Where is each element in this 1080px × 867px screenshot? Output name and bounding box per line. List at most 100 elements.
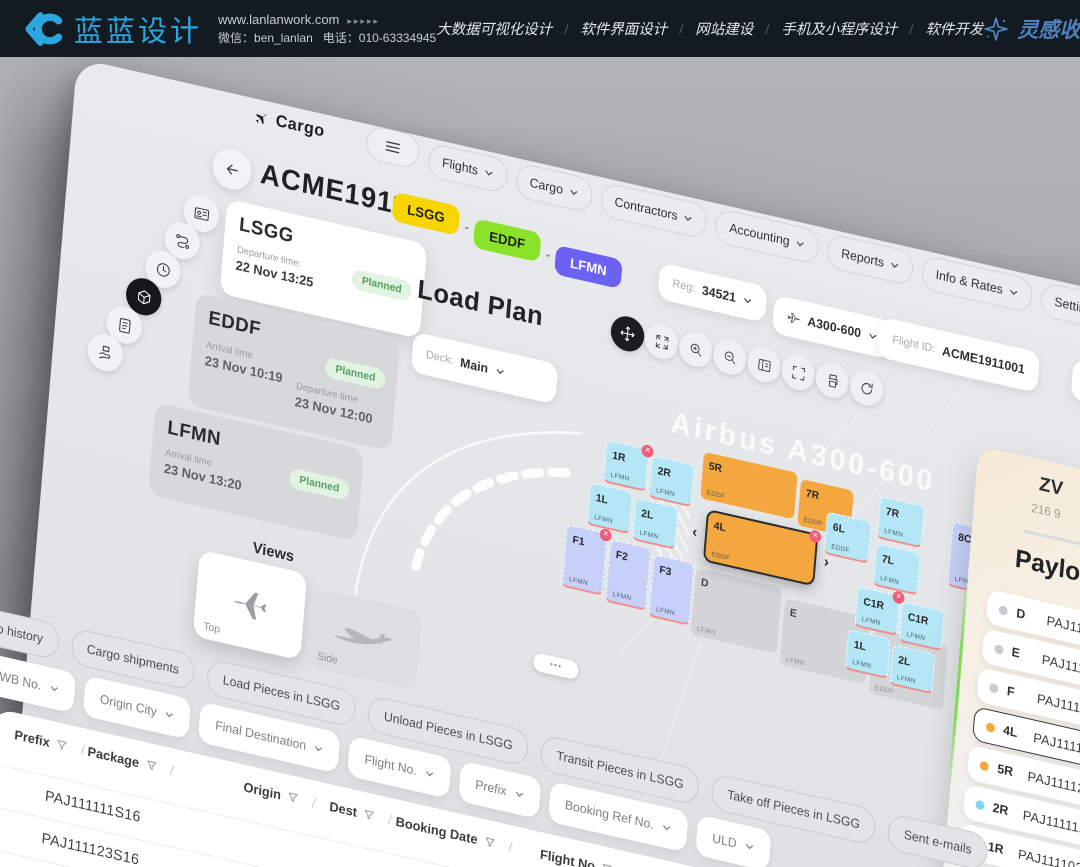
hold-cell-1l[interactable]: 1L LFMN <box>586 482 634 535</box>
fit-screen-button[interactable] <box>780 351 817 394</box>
table-header-row: Prefix / Package / Origin / Dest <box>14 727 724 867</box>
view-option-top[interactable]: Top <box>192 549 308 661</box>
nav-item-accounting[interactable]: Accounting <box>714 207 821 266</box>
filter-flight-no[interactable]: Flight No. <box>347 735 452 799</box>
nav-item-cargo[interactable]: Cargo <box>514 162 594 214</box>
sidebar-item-documents[interactable] <box>105 303 144 348</box>
chevron-down-icon <box>891 262 899 268</box>
nav-item-label: Accounting <box>728 220 791 249</box>
header-separator: / <box>311 794 317 811</box>
col-header-booking-date[interactable]: Booking Date / <box>395 813 513 856</box>
print-button[interactable] <box>814 359 851 402</box>
status-dot <box>985 721 995 733</box>
chevron-down-icon <box>515 791 523 797</box>
nav-item-flights[interactable]: Flights <box>427 142 509 195</box>
site-banner: 蓝蓝设计 www.lanlanwork.com ▸▸▸▸▸ 微信：ben_lanl… <box>0 0 1080 57</box>
nav-item-label: Cargo <box>529 175 564 198</box>
aircraft-select[interactable]: A300-600 <box>771 294 893 360</box>
filter-final-destination[interactable]: Final Destination <box>198 701 341 774</box>
filter-booking-ref-no[interactable]: Booking Ref No. <box>547 781 689 853</box>
aircraft-value: A300-600 <box>806 314 862 341</box>
nav-item-info-rates[interactable]: Info & Rates <box>920 254 1034 314</box>
app-logo[interactable]: Cargo <box>252 106 325 141</box>
hold-cell-2r[interactable]: 2R LFMN <box>648 455 696 508</box>
sidebar-item-id-card[interactable] <box>182 191 221 236</box>
nav-item-label: Contractors <box>614 194 679 224</box>
sidebar-item-handover[interactable] <box>86 330 125 375</box>
aircraft-nose-outline <box>353 431 583 596</box>
next-position-icon[interactable]: › <box>823 552 830 572</box>
phone-text: 电话：010-63334945 <box>322 31 437 46</box>
zoom-out-button[interactable] <box>711 336 748 378</box>
filter-awb-no[interactable]: AWB No. <box>0 650 77 714</box>
nav-item-reports[interactable]: Reports <box>826 233 915 287</box>
header-separator: / <box>169 762 175 779</box>
move-icon <box>620 326 635 342</box>
flight-id-label: Flight ID: <box>891 333 936 356</box>
printer-icon <box>828 373 838 388</box>
hold-cell-7r[interactable]: 7R LFMN <box>876 495 926 549</box>
hold-cell-7l[interactable]: 7L LFMN <box>872 543 922 596</box>
filter-funnel-icon[interactable] <box>601 862 613 867</box>
back-arrow-icon <box>226 164 238 174</box>
col-header-prefix[interactable]: Prefix / <box>13 726 86 758</box>
nav-item-contractors[interactable]: Contractors <box>599 181 709 240</box>
deck-value: Main <box>459 355 489 376</box>
inspiration-collect[interactable]: 灵感收集 <box>983 14 1080 44</box>
filter-funnel-icon[interactable] <box>484 836 496 850</box>
deck-label: Deck: <box>425 348 454 367</box>
hold-cell-f2[interactable]: F2 LFMN <box>605 539 652 611</box>
filter-prefix[interactable]: Prefix <box>458 760 542 820</box>
header-separator: / <box>80 742 86 758</box>
col-header-package[interactable]: Package / <box>87 743 175 779</box>
reg-value: 34521 <box>701 283 737 306</box>
filter-funnel-icon[interactable] <box>287 791 299 805</box>
plane-icon <box>253 107 271 128</box>
prev-position-icon[interactable]: ‹ <box>691 523 698 542</box>
hold-cell-f3[interactable]: F3 LFMN <box>648 554 695 626</box>
hold-cell-f1[interactable]: F1 LFMN ✕ <box>561 524 613 596</box>
notes-tool-button[interactable] <box>746 343 783 386</box>
website-link[interactable]: www.lanlanwork.com <box>218 11 340 27</box>
refresh-button[interactable] <box>848 367 885 410</box>
chevron-down-icon <box>684 215 692 222</box>
menu-button[interactable] <box>364 124 421 171</box>
payload-heading: Payload <box>1013 544 1080 594</box>
chevron-down-icon <box>796 241 804 247</box>
site-logo[interactable]: 蓝蓝设计 <box>0 8 202 50</box>
view-option-side[interactable]: Side <box>306 587 423 691</box>
filter-funnel-icon[interactable] <box>56 739 68 753</box>
hold-cell-2l[interactable]: 2L LFMN <box>632 497 679 550</box>
load-plan-diagram: Airbus A300-600 1R LFMN ✕ 2R LFMN 1L LFM… <box>353 388 1063 762</box>
hold-cell-d[interactable]: D LFMN <box>690 567 783 654</box>
col-header-flight-no[interactable]: Flight No / <box>539 846 665 867</box>
lanlan-logo-icon <box>24 11 64 46</box>
move-tool-button[interactable] <box>609 312 646 355</box>
deck-select[interactable]: Deck: Main <box>410 331 559 405</box>
col-header-dest[interactable]: Dest / <box>328 798 393 828</box>
col-header-origin[interactable]: Origin / <box>243 779 317 811</box>
zoom-in-button[interactable] <box>677 328 714 371</box>
zoom-out-icon <box>724 350 735 364</box>
sidebar-item-history[interactable] <box>143 247 182 292</box>
reg-select[interactable]: Reg: 34521 <box>657 262 768 323</box>
hold-cell-1r[interactable]: 1R LFMN ✕ <box>603 439 654 492</box>
package-code: PAJ111123S16 <box>40 830 140 867</box>
expand-tool-button[interactable] <box>643 320 680 363</box>
filter-funnel-icon[interactable] <box>145 759 157 773</box>
reg-label: Reg: <box>671 277 696 295</box>
collect-label: 灵感收集 <box>1017 17 1080 42</box>
sidebar-item-cargo-box[interactable] <box>124 274 163 319</box>
plane-top-view-icon <box>232 592 267 620</box>
site-logo-text: 蓝蓝设计 <box>74 15 203 48</box>
filter-funnel-icon[interactable] <box>363 808 375 822</box>
filter-origin-city[interactable]: Origin City <box>82 675 192 740</box>
route-dash: - <box>545 245 552 263</box>
back-button[interactable] <box>210 144 254 194</box>
route-icon <box>175 233 189 249</box>
sidebar-item-route[interactable] <box>163 218 202 263</box>
hold-cell-6l[interactable]: 6L EDDF <box>823 511 873 564</box>
service-item: 大数据可视化设计 <box>436 22 553 38</box>
filter-uld[interactable]: ULD <box>694 814 772 867</box>
